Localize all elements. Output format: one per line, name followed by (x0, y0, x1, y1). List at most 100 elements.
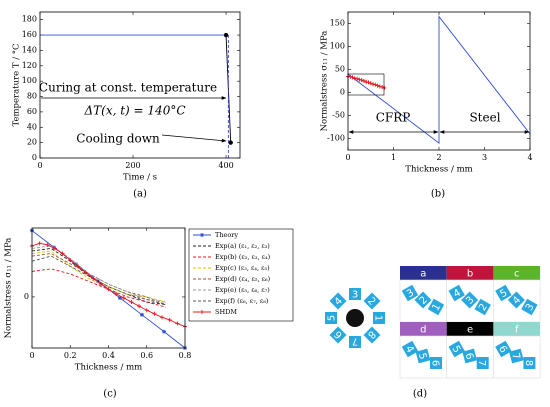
tile-number: 4 (333, 296, 345, 308)
cell-header (493, 322, 541, 336)
point (68, 258, 73, 263)
point (144, 308, 149, 313)
point (223, 32, 229, 38)
tile (523, 357, 536, 369)
cell-label: c (514, 269, 520, 280)
point (161, 329, 166, 334)
series-line (31, 250, 166, 303)
cell-tile: 7 (476, 357, 489, 369)
y-tick-label: -100 (327, 134, 345, 143)
tile (474, 298, 491, 316)
caption: (a) (133, 189, 147, 200)
tile-number: 2 (365, 296, 377, 308)
caption: (b) (431, 189, 445, 200)
series-line (31, 255, 166, 306)
tile-number: 5 (449, 344, 462, 355)
point (75, 264, 80, 269)
legend-label: Exp(c) (ε₃, ε₄, ε₅) (215, 264, 270, 272)
cell-header (400, 322, 447, 336)
point (350, 75, 355, 80)
y-tick-label: 20 (27, 138, 37, 147)
x-tick-label: 1 (391, 153, 396, 162)
inset-box (347, 73, 385, 96)
caption: (d) (413, 389, 427, 400)
point (377, 84, 382, 89)
tile (373, 312, 385, 324)
tile-number: 1 (373, 315, 384, 321)
plot-frame (39, 11, 241, 159)
point (355, 76, 360, 81)
tile-number: 4 (452, 288, 463, 301)
series-line (31, 253, 167, 306)
point (121, 295, 126, 300)
y-tick-label: -50 (332, 111, 345, 120)
cell-tile: 5 (448, 340, 465, 358)
cell-header (446, 266, 494, 280)
legend-label: Exp(b) (ε₂, ε₃, ε₄) (215, 253, 271, 261)
legend-label: SHDM (215, 308, 237, 316)
cell-tile: 5 (495, 284, 512, 302)
tile (325, 312, 337, 324)
x-axis-label: Time / s (123, 173, 157, 183)
cell-label: e (467, 325, 473, 336)
tile-number: 8 (365, 328, 377, 340)
point (359, 78, 364, 83)
point (352, 76, 357, 81)
point (52, 246, 57, 251)
tile-number: 6 (430, 360, 441, 366)
tile (495, 340, 512, 358)
cell-header (493, 266, 541, 280)
cell-header (446, 322, 494, 336)
y-axis-label: Normalstress σ₁₁ / MPa (320, 31, 330, 132)
tile (521, 298, 538, 316)
point (366, 80, 371, 85)
point (160, 315, 165, 320)
tile (349, 336, 361, 348)
x-tick-label: 400 (218, 161, 233, 170)
tile-number: 4 (403, 344, 416, 355)
point (371, 82, 376, 87)
tile (401, 284, 419, 302)
tile-number: 7 (476, 360, 487, 366)
cell-tile: 5 (415, 348, 431, 364)
tile-number: 8 (523, 360, 534, 366)
y-tick-label: 100 (330, 42, 345, 51)
series-line (347, 15, 531, 145)
point (98, 282, 103, 287)
legend-box (188, 228, 294, 322)
tile-number: 6 (333, 328, 345, 340)
point (200, 233, 204, 237)
tile (448, 284, 465, 302)
point (200, 310, 204, 314)
legend-label: Theory (215, 231, 238, 239)
point (152, 311, 157, 316)
tile (448, 340, 465, 358)
ring-tile: 3 (349, 288, 361, 301)
cell-tile: 2 (474, 298, 491, 316)
plot-frame (31, 227, 186, 349)
ring-tile: 4 (329, 292, 347, 310)
y-tick-label: 120 (22, 61, 37, 70)
y-tick-label: 40 (27, 122, 37, 131)
y-tick-label: 160 (22, 30, 37, 39)
tile-number: 7 (352, 336, 358, 347)
x-tick-label: 0.2 (64, 351, 77, 360)
cell-tile: 4 (448, 284, 465, 302)
point (348, 74, 353, 79)
arrow (161, 134, 227, 143)
point (60, 251, 65, 256)
hub (346, 309, 364, 327)
cell-label: a (420, 269, 426, 280)
tile-number: 5 (416, 352, 428, 361)
tile (509, 348, 524, 364)
point (375, 83, 380, 88)
series-line (31, 242, 186, 327)
point (83, 270, 88, 275)
x-tick-label: 0 (345, 153, 350, 162)
point (175, 321, 180, 326)
cell-label: b (467, 269, 473, 280)
tile (495, 284, 512, 302)
point (45, 242, 50, 247)
tile-number: 2 (477, 302, 490, 313)
ring-tile: 1 (373, 312, 385, 324)
